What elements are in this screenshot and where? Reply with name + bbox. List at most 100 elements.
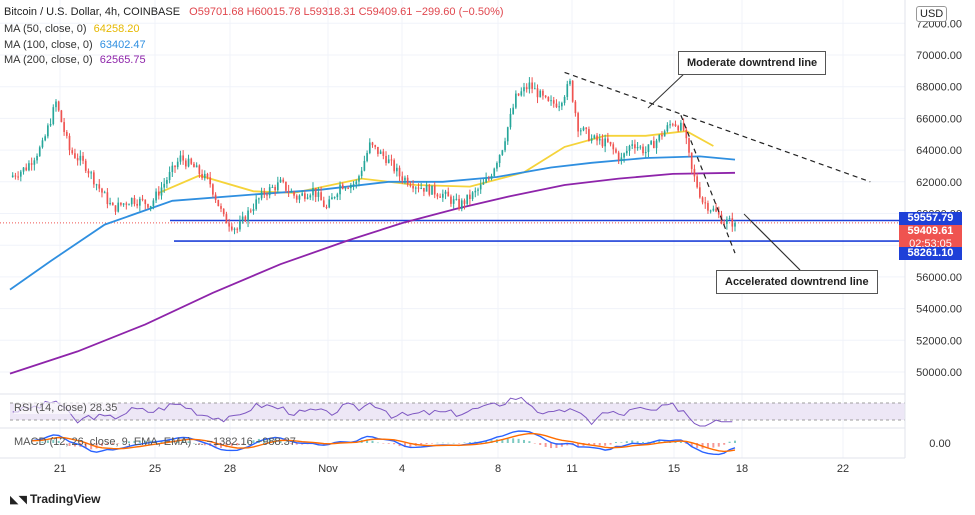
candle-body bbox=[65, 131, 68, 136]
candle-body bbox=[612, 144, 615, 150]
candle-body bbox=[585, 127, 588, 130]
candle-body bbox=[398, 167, 401, 177]
candle-body bbox=[406, 177, 409, 185]
ma200-legend[interactable]: MA (200, close, 0) 62565.75 bbox=[4, 53, 146, 67]
macd-histogram-bar bbox=[533, 443, 536, 444]
candlesticks bbox=[11, 77, 736, 235]
moving-averages bbox=[9, 130, 736, 375]
candle-body bbox=[658, 134, 661, 141]
support-price-tag: 58261.10 bbox=[899, 247, 962, 260]
macd-histogram-bar bbox=[447, 442, 450, 444]
candle-body bbox=[317, 192, 320, 197]
candle-body bbox=[358, 176, 360, 182]
candle-body bbox=[350, 184, 352, 189]
candle-body bbox=[523, 87, 525, 92]
macd-histogram-bar bbox=[387, 443, 390, 444]
price-tick-label: 62000.00 bbox=[916, 177, 962, 189]
macd-histogram-bar bbox=[679, 442, 682, 443]
ma100-legend[interactable]: MA (100, close, 0) 63402.47 bbox=[4, 38, 146, 52]
candle-body bbox=[625, 150, 628, 154]
macd-histogram-bar bbox=[528, 441, 531, 443]
signal-line bbox=[31, 432, 736, 453]
ma100-label: MA (100, close, 0) bbox=[4, 39, 93, 51]
candle-body bbox=[355, 181, 358, 185]
macd-legend[interactable]: MACD (12, 26, close, 9, EMA, EMA) ... −1… bbox=[14, 436, 296, 448]
candle-body bbox=[715, 208, 717, 212]
candle-body bbox=[623, 153, 625, 158]
candle-body bbox=[28, 163, 30, 171]
macd-histogram-bar bbox=[485, 440, 488, 443]
candle-body bbox=[239, 221, 241, 230]
candle-body bbox=[41, 140, 44, 148]
candle-body bbox=[401, 176, 404, 181]
macd-histogram-bar bbox=[182, 440, 185, 443]
candle-body bbox=[155, 191, 157, 201]
candle-body bbox=[168, 171, 171, 181]
candle-body bbox=[325, 206, 328, 208]
macd-histogram-bar bbox=[468, 442, 471, 443]
symbol-header: Bitcoin / U.S. Dollar, 4h, COINBASE O597… bbox=[4, 5, 504, 19]
macd-histogram-bar bbox=[247, 442, 250, 443]
price-tick-label: 68000.00 bbox=[916, 82, 962, 94]
macd-histogram-bar bbox=[506, 438, 509, 443]
macd-histogram-bar bbox=[187, 441, 190, 443]
candle-body bbox=[14, 175, 17, 177]
time-tick-label: 11 bbox=[566, 463, 577, 475]
macd-histogram-bar bbox=[517, 438, 520, 443]
candle-body bbox=[477, 189, 479, 191]
candle-body bbox=[631, 144, 634, 146]
candle-body bbox=[363, 160, 366, 171]
candle-body bbox=[30, 163, 33, 165]
candle-body bbox=[195, 165, 198, 168]
candle-body bbox=[504, 141, 506, 151]
candle-body bbox=[285, 181, 287, 191]
tradingview-logo[interactable]: ◣◥ TradingView bbox=[10, 492, 100, 506]
candle-body bbox=[431, 185, 433, 195]
candle-body bbox=[38, 147, 41, 156]
candle-body bbox=[55, 101, 57, 108]
macd-histogram-bar bbox=[690, 443, 693, 447]
candle-body bbox=[655, 140, 658, 149]
macd-histogram-bar bbox=[192, 442, 195, 444]
macd-histogram-bar bbox=[550, 443, 553, 449]
rsi-legend[interactable]: RSI (14, close) 28.35 bbox=[14, 402, 118, 414]
candle-body bbox=[306, 197, 309, 199]
candle-body bbox=[690, 152, 693, 169]
candle-body bbox=[414, 187, 417, 189]
candle-body bbox=[166, 180, 168, 184]
candle-body bbox=[106, 192, 109, 205]
candle-body bbox=[512, 107, 515, 114]
time-tick-label: 15 bbox=[668, 463, 680, 475]
currency-button[interactable]: USD bbox=[916, 6, 948, 22]
candle-body bbox=[260, 191, 263, 199]
candle-body bbox=[98, 184, 101, 189]
candle-body bbox=[336, 194, 339, 198]
candle-body bbox=[680, 122, 682, 131]
macd-histogram-bar bbox=[198, 443, 201, 445]
candle-body bbox=[671, 124, 674, 126]
macd-histogram-bar bbox=[52, 439, 55, 443]
candle-body bbox=[417, 187, 420, 189]
candle-body bbox=[347, 188, 349, 190]
candle-body bbox=[258, 198, 260, 200]
candle-body bbox=[628, 145, 631, 151]
candle-body bbox=[661, 134, 663, 137]
candle-body bbox=[663, 131, 666, 137]
candle-body bbox=[179, 155, 182, 162]
candle-body bbox=[598, 138, 601, 141]
candle-body bbox=[450, 196, 452, 204]
candle-body bbox=[279, 179, 282, 183]
ma50-legend[interactable]: MA (50, close, 0) 64258.20 bbox=[4, 22, 140, 36]
candle-body bbox=[460, 200, 463, 209]
candle-body bbox=[149, 206, 152, 208]
candle-body bbox=[642, 146, 644, 154]
macd-histogram-bar bbox=[295, 443, 298, 445]
accelerated-downtrend-line bbox=[680, 115, 736, 254]
macd-histogram-bar bbox=[598, 443, 601, 446]
candle-body bbox=[309, 195, 312, 198]
time-tick-label: 28 bbox=[224, 463, 236, 475]
ma50-value: 64258.20 bbox=[93, 23, 140, 35]
candle-body bbox=[206, 173, 209, 178]
macd-histogram-bar bbox=[106, 443, 109, 445]
candle-body bbox=[569, 80, 571, 85]
